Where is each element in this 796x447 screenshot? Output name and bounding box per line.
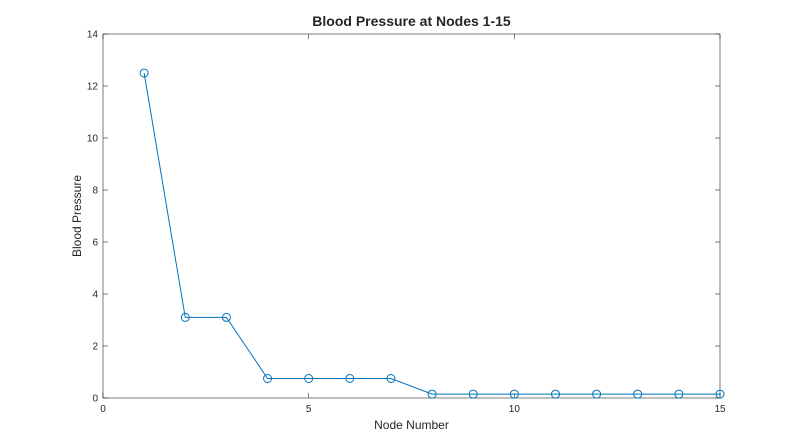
x-axis-ticks: 0 5 10 15 [100, 34, 726, 415]
y-tick-label: 0 [92, 394, 98, 405]
data-point [386, 374, 396, 383]
y-tick-label: 6 [92, 238, 98, 249]
data-point [304, 374, 314, 383]
y-tick-label: 10 [87, 134, 99, 145]
data-point [509, 389, 519, 399]
data-point [550, 389, 560, 399]
y-tick-label: 12 [87, 82, 99, 93]
data-point [221, 312, 231, 322]
data-point [345, 374, 355, 383]
data-point [633, 389, 643, 399]
y-axis-ticks: 0 2 4 6 8 10 12 14 [87, 30, 720, 405]
data-point [592, 389, 602, 399]
x-tick-label: 5 [306, 404, 312, 415]
data-point [180, 312, 190, 322]
series-line [143, 72, 720, 395]
data-point [427, 389, 437, 399]
data-point [263, 374, 273, 383]
data-point [139, 68, 149, 78]
y-axis-label: Blood Pressure [70, 175, 84, 257]
y-tick-label: 14 [87, 30, 99, 41]
data-point [715, 389, 725, 399]
data-point [674, 389, 684, 399]
x-tick-label: 0 [100, 404, 106, 415]
x-axis-label: Node Number [374, 418, 449, 432]
data-point [468, 389, 478, 399]
y-tick-label: 2 [92, 342, 98, 353]
series-layer [139, 68, 725, 399]
y-tick-label: 8 [92, 186, 98, 197]
x-tick-label: 10 [509, 404, 521, 415]
x-tick-label: 15 [714, 404, 726, 415]
chart-title: Blood Pressure at Nodes 1-15 [312, 13, 511, 29]
y-tick-label: 4 [92, 290, 98, 301]
plot-area [102, 33, 721, 399]
